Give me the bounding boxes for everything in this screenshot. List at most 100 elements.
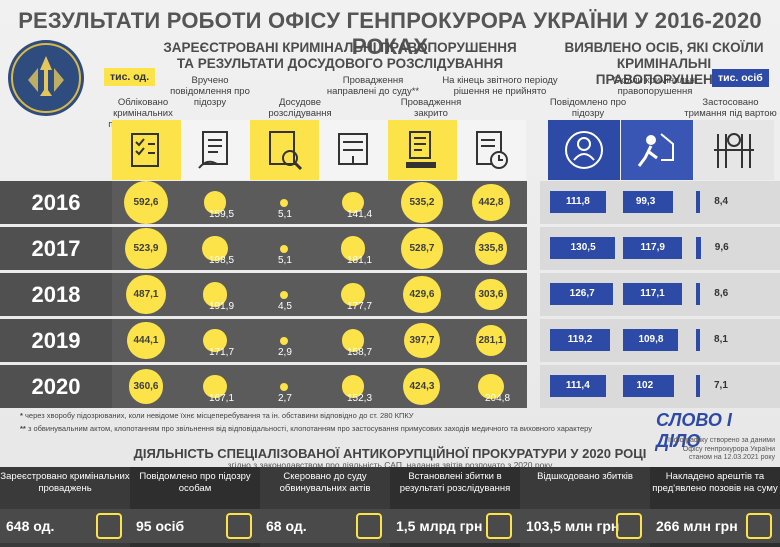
bubble-2017-0: 523,9 [125,227,167,270]
col-label-committed: Скоїли кримінальні правопорушення [612,75,698,97]
sap-item-value: 266 млн грн [656,518,738,534]
hbar-value-2016-2: 8,4 [714,196,729,207]
hbar-2019-2 [696,329,701,351]
right-unit-badge: тис. осіб [712,69,769,87]
hbar-2019-1 [623,329,678,351]
row-background [112,319,527,362]
bubble-2019-2 [280,336,288,345]
person-target-icon [548,120,620,180]
bubble-2016-1 [203,191,227,214]
bubble-2017-4: 528,7 [401,227,443,270]
sap-item: Повідомлено про підозру особам 95 осіб [130,467,260,547]
year-label-2018: 2018 [0,273,112,316]
sap-item-value: 1,5 млрд грн [396,518,483,534]
hbar-value-2017-2: 9,6 [714,242,729,253]
bubble-2020-1 [203,374,227,399]
hbar-2018-2 [696,283,701,305]
year-label-2020: 2020 [0,365,112,408]
bubble-label-2019-1: 171,7 [209,347,235,358]
bubble-label-2017-1: 198,5 [209,255,235,266]
credit-line1: Інфографіку створено за даними [668,437,775,444]
hbar-value-2017-0: 130,5 [570,242,596,253]
credit: Інфографіку створено за даними Офісу ген… [620,437,775,463]
prosecutor-emblem-icon [8,40,84,116]
bubble-2017-3 [340,236,366,261]
bubble-2017-1 [202,235,228,262]
sap-item: Накладено арештів та пред'явлено позовів… [650,467,780,547]
row-background [112,181,527,224]
left-section-title-line2: ТА РЕЗУЛЬТАТИ ДОСУДОВОГО РОЗСЛІДУВАННЯ [176,56,504,71]
brand-logo: СЛОВО І ДІЛО [656,410,732,451]
col-label-closed: Провадження закрито [400,97,462,119]
credit-line3: станом на 12.03.2021 року [688,454,775,461]
bank-icon [746,513,772,539]
footnote-1-text: через хворобу підозрюваних, коли невідом… [25,411,414,420]
hbar-value-2017-1: 117,9 [640,242,665,253]
hbar-value-2019-2: 8,1 [714,334,728,345]
bubble-2019-1 [203,328,227,353]
sap-item-label: Скеровано до суду обвинувальних актів [279,471,371,494]
sap-title: ДІЯЛЬНІСТЬ СПЕЦІАЛІЗОВАНОЇ АНТИКОРУПЦІЙН… [133,446,647,461]
folder-icon [96,513,122,539]
money-bag-icon [486,513,512,539]
bubble-2019-3 [341,329,365,352]
sap-item-value: 68 од. [266,518,307,534]
bubble-2016-5: 442,8 [472,183,510,222]
bubble-label-2019-2: 2,9 [278,347,292,358]
left-unit-badge: тис. од. [104,68,156,86]
bubble-2019-4: 397,7 [404,322,440,359]
bubble-2020-5 [478,373,504,400]
bubble-label-2016-2: 5,1 [278,209,292,220]
footnote-1: * через хворобу підозрюваних, коли невід… [20,411,414,420]
bubble-label-2020-2: 2,7 [278,393,292,404]
sap-item: Зареєстровано кримінальних проваджень 648… [0,467,130,547]
sap-item-value: 648 од. [6,518,55,534]
bubble-label-2018-3: 177,7 [347,301,373,312]
sap-subtitle: згідно з законодавством про діяльність С… [227,460,553,470]
bubble-2020-4: 424,3 [403,367,441,405]
row-background [112,273,527,316]
bubble-2019-0: 444,1 [127,321,165,360]
bubble-label-2019-3: 158,7 [347,347,373,358]
page-title: РЕЗУЛЬТАТИ РОБОТИ ОФІСУ ГЕНПРОКУРОРА УКР… [18,8,762,59]
sap-item-value: 103,5 млн грн [526,518,620,534]
bubble-2020-0: 360,6 [128,369,164,404]
clock-document-icon [457,120,526,180]
col-label-detained: Застосовано тримання під вартою [684,97,777,119]
year-label-2016: 2016 [0,181,112,224]
gavel-icon [388,120,457,180]
bubble-2018-1 [202,282,228,307]
bubble-label-2016-1: 159,5 [209,209,235,220]
year-label-2019: 2019 [0,319,112,362]
hbar-value-2018-0: 126,7 [569,288,595,299]
prison-bars-icon [694,120,774,180]
col-label-to-court: Провадження направлені до суду** [326,75,420,97]
left-section-title-line1: ЗАРЕЄСТРОВАНІ КРИМІНАЛЬНІ ПРАВОПОРУШЕННЯ [163,40,517,55]
right-section-title-line1: ВИЯВЛЕНО ОСІБ, ЯКІ СКОЇЛИ [564,40,764,55]
search-document-icon [250,120,319,180]
court-document-icon [356,513,382,539]
hbar-2018-0 [550,283,614,305]
bubble-2018-0: 487,1 [126,274,166,315]
bubble-label-2018-1: 191,9 [209,301,235,312]
sap-item-value: 95 осіб [136,518,185,534]
sap-item: Встановлені збитки в результаті розсліду… [390,467,520,547]
credit-line2: Офісу генпрокурора України [682,445,775,453]
bubble-label-2017-3: 181,1 [347,255,373,266]
hbar-2020-2 [696,375,700,397]
hbar-value-2020-1: 102 [636,380,654,391]
hbar-2017-2 [696,237,701,259]
bubble-2016-3 [342,191,364,214]
hbar-value-2018-1: 117,1 [640,288,665,299]
sap-item-label: Накладено арештів та пред'явлено позовів… [652,471,778,494]
bubble-2020-2 [280,382,288,391]
year-label-2017: 2017 [0,227,112,270]
bubble-label-2016-3: 141,4 [347,209,373,220]
bubble-label-2018-2: 4,5 [278,301,292,312]
hbar-2017-1 [623,237,682,259]
right-section-title: ВИЯВЛЕНО ОСІБ, ЯКІ СКОЇЛИ КРИМІНАЛЬНІ ПР… [548,40,780,88]
left-section-title: ЗАРЕЄСТРОВАНІ КРИМІНАЛЬНІ ПРАВОПОРУШЕННЯ… [150,40,530,72]
hbar-value-2016-0: 111,8 [565,196,590,207]
hbar-value-2016-1: 99,3 [635,196,656,207]
hbar-2016-0 [550,191,606,213]
